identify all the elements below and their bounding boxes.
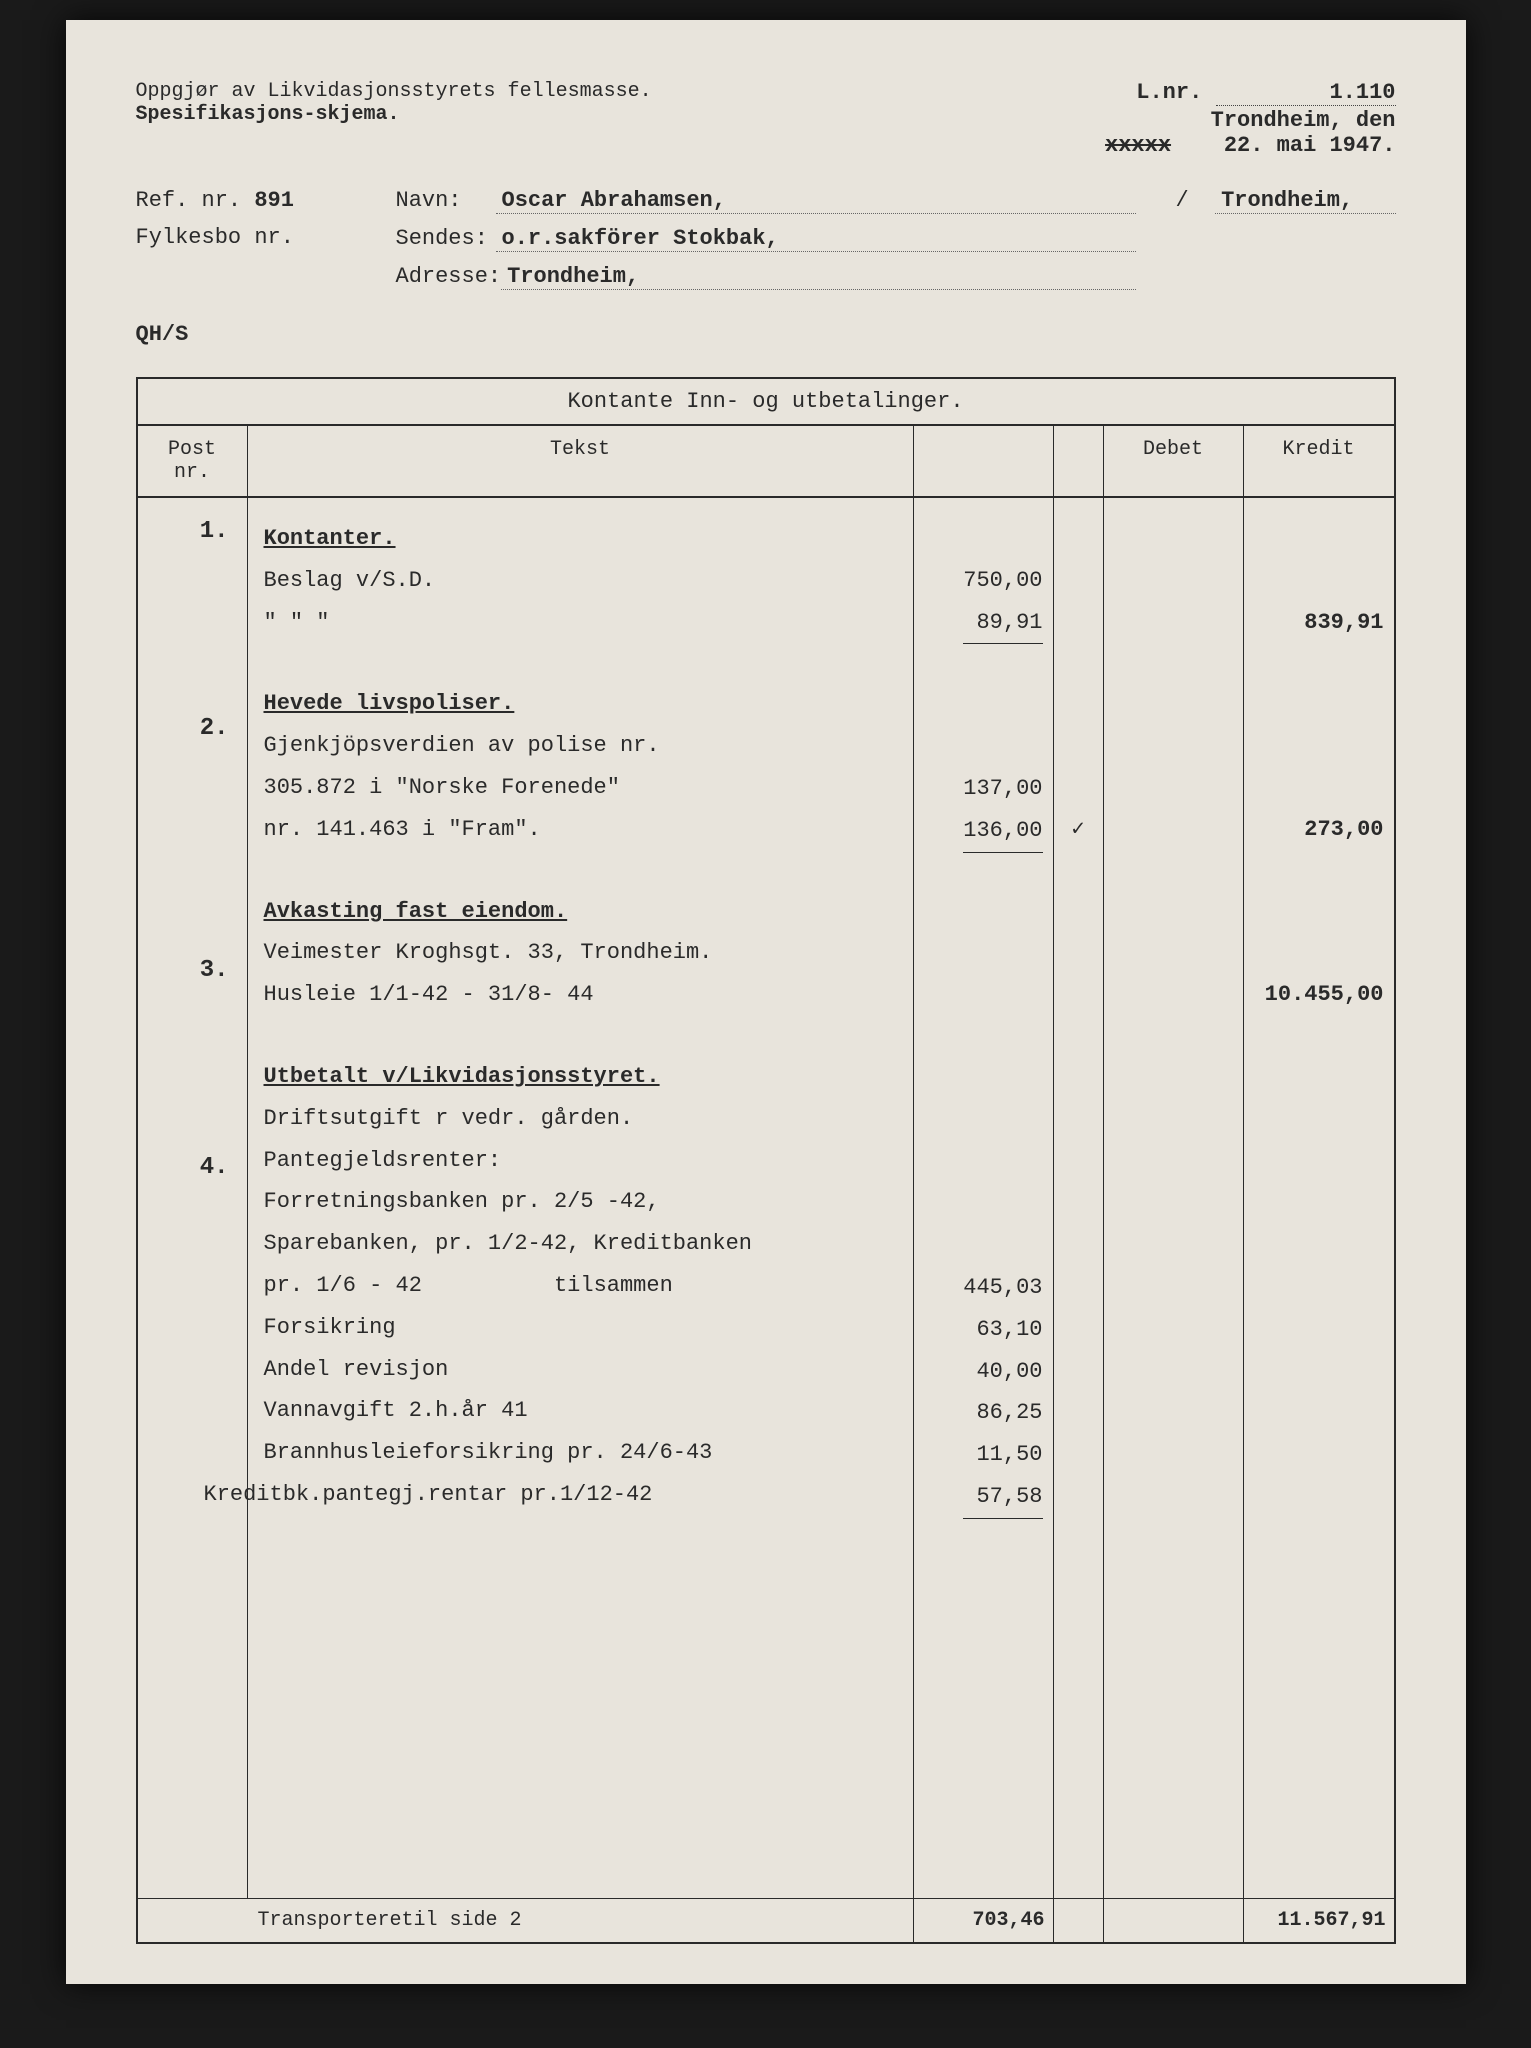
body-tekst-col: Kontanter. Beslag v/S.D. " " " Hevede li…: [248, 498, 914, 1898]
transport-kredit: 11.567,91: [1244, 1899, 1394, 1942]
s4-l7-val: 40,00: [924, 1351, 1043, 1393]
s1-l1: Beslag v/S.D.: [264, 560, 897, 602]
s1-title: Kontanter.: [264, 518, 897, 560]
ref-left: Ref. nr. 891 Fylkesbo nr.: [136, 188, 356, 302]
s2-check: ✓: [1058, 809, 1099, 851]
s2-kredit: 273,00: [1254, 809, 1384, 851]
s4-l3: Forretningsbanken pr. 2/5 -42,: [264, 1181, 897, 1223]
s3-l2: Husleie 1/1-42 - 31/8- 44: [264, 974, 897, 1016]
s4-l1: Driftsutgift r vedr. gården.: [264, 1098, 897, 1140]
s4-l8-val: 86,25: [924, 1392, 1043, 1434]
col-sub1: [914, 426, 1054, 496]
strikeout: xxxxx: [1105, 133, 1171, 158]
col-post: Post nr.: [138, 426, 248, 496]
slash-icon: /: [1176, 188, 1189, 214]
body-kredit-col: 839,91 273,00 10.455,00: [1244, 498, 1394, 1898]
header-line1: Oppgjør av Likvidasjonsstyrets fellesmas…: [136, 80, 652, 103]
s1-l1-val: 750,00: [924, 560, 1043, 602]
date-row: xxxxx 22. mai 1947.: [1105, 133, 1395, 158]
s4-l10-val: 57,58: [963, 1476, 1043, 1519]
transport-label: Transporteretil side 2: [138, 1899, 914, 1942]
ref-label: Ref. nr.: [136, 188, 242, 213]
ref-nr-row: Ref. nr. 891: [136, 188, 356, 213]
s4-l5b: tilsammen: [554, 1273, 673, 1298]
body-debet-col: [1104, 498, 1244, 1898]
city-date: Trondheim, den: [1105, 108, 1395, 133]
post-2: 2.: [138, 715, 247, 742]
body-sub1-col: 750,00 89,91 137,00 136,00 445,03: [914, 498, 1054, 1898]
s4-l7: Andel revisjon: [264, 1349, 897, 1391]
ref-mid: Navn: Oscar Abrahamsen, Sendes: o.r.sakf…: [396, 188, 1136, 302]
s1-kredit: 839,91: [1254, 602, 1384, 644]
ref-right: / Trondheim,: [1176, 188, 1396, 302]
col-tekst: Tekst: [248, 426, 914, 496]
s4-l5-val: 445,03: [924, 1267, 1043, 1309]
col-sub2: [1054, 426, 1104, 496]
header-left: Oppgjør av Likvidasjonsstyrets fellesmas…: [136, 80, 652, 158]
adresse-value: Trondheim,: [501, 264, 1135, 290]
date: 22. mai 1947.: [1224, 133, 1396, 158]
lnr-line: L.nr. 1.110: [1105, 80, 1395, 106]
s4-l6-val: 63,10: [924, 1309, 1043, 1351]
ref-value: 891: [254, 188, 294, 213]
adresse-label: Adresse:: [396, 264, 502, 290]
ref-section: Ref. nr. 891 Fylkesbo nr. Navn: Oscar Ab…: [136, 188, 1396, 302]
col-debet: Debet: [1104, 426, 1244, 496]
col-kredit: Kredit: [1244, 426, 1394, 496]
post-4: 4.: [138, 1154, 247, 1181]
fylkes-label: Fylkesbo nr.: [136, 225, 294, 250]
post-1: 1.: [138, 518, 247, 545]
s1-l2: " " ": [264, 602, 897, 644]
s4-l4: Sparebanken, pr. 1/2-42, Kreditbanken: [264, 1223, 897, 1265]
col-headers: Post nr. Tekst Debet Kredit: [138, 426, 1394, 498]
sendes-label: Sendes:: [396, 226, 496, 252]
s3-kredit: 10.455,00: [1254, 974, 1384, 1016]
body-post-col: 1. 2. 3. 4.: [138, 498, 248, 1898]
transport-debet: [1104, 1899, 1244, 1942]
navn-row: Navn: Oscar Abrahamsen,: [396, 188, 1136, 214]
s2-l1: Gjenkjöpsverdien av polise nr.: [264, 725, 897, 767]
s3-l1: Veimester Kroghsgt. 33, Trondheim.: [264, 932, 897, 974]
table-title: Kontante Inn- og utbetalinger.: [138, 379, 1394, 426]
main-table: Kontante Inn- og utbetalinger. Post nr. …: [136, 377, 1396, 1944]
header: Oppgjør av Likvidasjonsstyrets fellesmas…: [136, 80, 1396, 158]
navn-city: Trondheim,: [1215, 188, 1395, 214]
post-3: 3.: [138, 957, 247, 984]
s4-title: Utbetalt v/Likvidasjonsstyret.: [264, 1056, 897, 1098]
s4-l8: Vannavgift 2.h.år 41: [264, 1390, 897, 1432]
s4-l5a: pr. 1/6 - 42: [264, 1273, 422, 1298]
s4-l10: Kreditbk.pantegj.rentar pr.1/12-42: [204, 1474, 897, 1516]
sendes-row: Sendes: o.r.sakförer Stokbak,: [396, 226, 1136, 252]
table-body: 1. 2. 3. 4. Kontanter. Beslag v/S.D. " "…: [138, 498, 1394, 1898]
adresse-row: Adresse: Trondheim,: [396, 264, 1136, 290]
s4-l9-val: 11,50: [924, 1434, 1043, 1476]
sendes-value: o.r.sakförer Stokbak,: [496, 226, 1136, 252]
fylkes-row: Fylkesbo nr.: [136, 225, 356, 250]
s4-l9: Brannhusleieforsikring pr. 24/6-43: [264, 1432, 897, 1474]
header-line2: Spesifikasjons-skjema.: [136, 103, 652, 126]
navn-city-row: / Trondheim,: [1176, 188, 1396, 214]
city: Trondheim, den: [1211, 108, 1396, 133]
navn-label: Navn:: [396, 188, 496, 214]
lnr-value: 1.110: [1216, 80, 1396, 106]
s2-l2: 305.872 i "Norske Forenede": [264, 767, 897, 809]
s2-l2-val: 137,00: [924, 768, 1043, 810]
transport-sub2: [1054, 1899, 1104, 1942]
s2-l3: nr. 141.463 i "Fram".: [264, 809, 897, 851]
s4-l6: Forsikring: [264, 1307, 897, 1349]
transport-sub1: 703,46: [914, 1899, 1054, 1942]
s4-l2: Pantegjeldsrenter:: [264, 1140, 897, 1182]
s4-l5: pr. 1/6 - 42 tilsammen: [264, 1265, 897, 1307]
body-sub2-col: ✓: [1054, 498, 1104, 1898]
code: QH/S: [136, 322, 1396, 347]
s1-l2-val: 89,91: [963, 602, 1043, 645]
s2-l3-val: 136,00: [963, 810, 1043, 853]
navn-value: Oscar Abrahamsen,: [496, 188, 1136, 214]
s3-title: Avkasting fast eiendom.: [264, 891, 897, 933]
header-right: L.nr. 1.110 Trondheim, den xxxxx 22. mai…: [1105, 80, 1395, 158]
s2-title: Hevede livspoliser.: [264, 683, 897, 725]
lnr-label: L.nr.: [1136, 80, 1202, 105]
transport-row: Transporteretil side 2 703,46 11.567,91: [138, 1898, 1394, 1942]
document-page: Oppgjør av Likvidasjonsstyrets fellesmas…: [66, 20, 1466, 1984]
